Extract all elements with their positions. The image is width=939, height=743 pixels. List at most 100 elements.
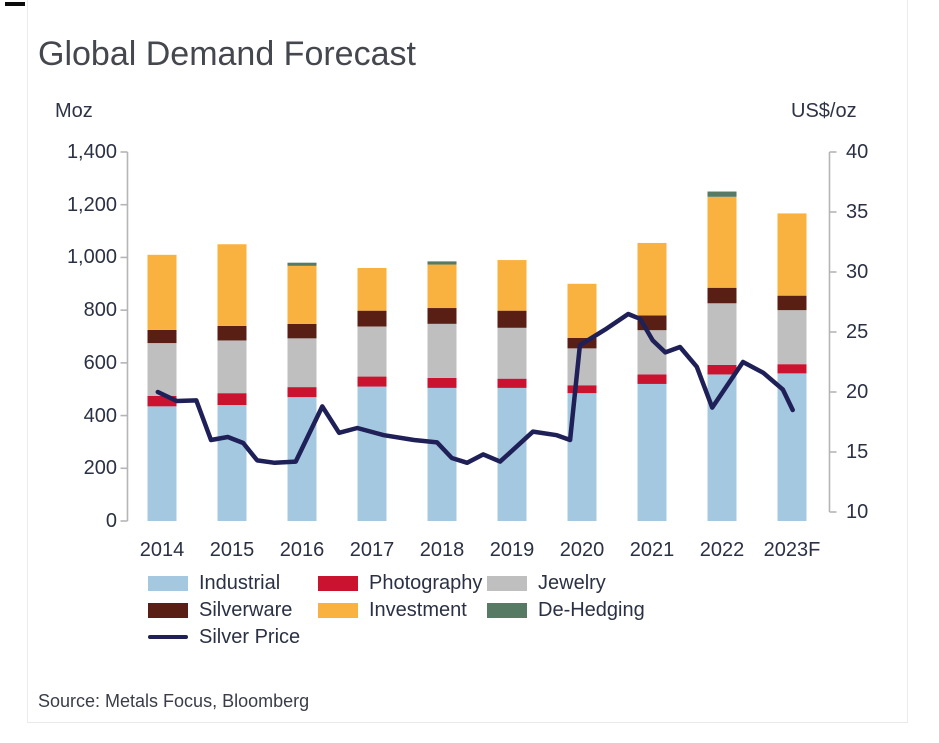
legend-label: Silverware (199, 599, 293, 621)
legend-swatch (487, 575, 527, 591)
bar-segment-investment (427, 264, 457, 309)
left-axis-tick-label: 800 (83, 299, 117, 322)
x-axis-label: 2020 (559, 539, 605, 561)
right-axis-tick-label: 30 (846, 261, 869, 283)
legend-item-de-hedging: De-Hedging (487, 599, 645, 621)
right-axis-tick-label: 20 (846, 381, 869, 403)
right-axis-tick-label: 15 (846, 441, 869, 463)
bar-segment-jewelry (357, 326, 387, 377)
legend-swatch (148, 634, 188, 640)
left-axis-tick-label: 200 (83, 457, 117, 480)
x-axis-label: 2022 (699, 539, 745, 561)
legend-swatch (318, 575, 358, 591)
bar-segment-dehedging (287, 262, 317, 266)
bar-segment-silverware (217, 325, 247, 341)
bar-segment-dehedging (427, 261, 457, 265)
legend-swatch (487, 602, 527, 618)
bar-segment-jewelry (287, 338, 317, 388)
right-axis-tick-label: 40 (846, 141, 869, 163)
legend-swatch (148, 602, 188, 618)
bar-segment-investment (357, 267, 387, 311)
legend-label: Investment (369, 599, 467, 621)
bar-segment-silverware (497, 310, 527, 328)
bar-segment-investment (147, 254, 177, 330)
legend-item-silver-price: Silver Price (148, 626, 300, 648)
bar-segment-investment (567, 283, 597, 338)
bar-segment-industrial (777, 373, 807, 521)
bar-segment-industrial (427, 387, 457, 521)
corner-mark (5, 2, 25, 6)
x-axis-label: 2016 (279, 539, 325, 561)
bar-segment-photography (217, 393, 247, 406)
legend-item-photography: Photography (318, 572, 482, 594)
bar-segment-dehedging (707, 191, 737, 197)
chart-title: Global Demand Forecast (38, 35, 416, 73)
bar-segment-silverware (287, 323, 317, 339)
left-axis-tick-label: 400 (83, 404, 117, 427)
bar-segment-investment (497, 260, 527, 311)
bar-segment-photography (147, 395, 177, 407)
right-axis-unit-label: US$/oz (791, 100, 857, 122)
bar-segment-silverware (357, 310, 387, 327)
bar-segment-industrial (637, 383, 667, 521)
legend-label: Jewelry (538, 572, 606, 594)
bar-segment-investment (637, 242, 667, 316)
left-axis-tick-label: 1,400 (66, 141, 117, 163)
x-axis-label: 2019 (489, 539, 535, 561)
bar-segment-industrial (357, 386, 387, 521)
bar-segment-photography (777, 364, 807, 374)
legend-swatch (148, 575, 188, 591)
bar-segment-industrial (497, 387, 527, 521)
bar-segment-industrial (217, 405, 247, 521)
legend-item-investment: Investment (318, 599, 467, 621)
legend-label: Photography (369, 572, 483, 594)
silver-price-line (155, 311, 795, 466)
bar-segment-investment (707, 196, 737, 288)
legend-label: Industrial (199, 572, 281, 594)
bar-segment-photography (357, 376, 387, 387)
bar-segment-industrial (287, 397, 317, 521)
right-axis-tick-label: 25 (846, 321, 869, 343)
bar-segment-investment (287, 265, 317, 324)
bar-segment-jewelry (777, 310, 807, 365)
left-axis-tick-label: 0 (105, 510, 117, 532)
bar-segment-photography (637, 374, 667, 384)
x-axis-label: 2017 (349, 539, 395, 561)
bar-segment-jewelry (497, 327, 527, 379)
bar-segment-jewelry (567, 348, 597, 386)
legend-item-jewelry: Jewelry (487, 572, 606, 594)
bar-segment-jewelry (427, 323, 457, 378)
bar-segment-investment (777, 213, 807, 296)
right-axis-tick-label: 10 (846, 501, 869, 523)
bar-segment-silverware (427, 308, 457, 324)
x-axis-label: 2018 (419, 539, 465, 561)
bar-segment-photography (497, 378, 527, 388)
left-axis-tick-label: 600 (83, 351, 117, 374)
bar-segment-photography (707, 364, 737, 375)
bar-segment-jewelry (707, 303, 737, 365)
left-axis-unit-label: Moz (55, 100, 93, 122)
legend-swatch (318, 602, 358, 618)
x-axis-label: 2015 (209, 539, 255, 561)
bar-segment-investment (217, 244, 247, 326)
x-axis-label: 2021 (629, 539, 675, 561)
legend-label: Silver Price (199, 626, 301, 648)
source-text: Source: Metals Focus, Bloomberg (38, 691, 310, 711)
legend-item-silverware: Silverware (148, 599, 292, 621)
bar-segment-industrial (147, 406, 177, 521)
left-axis-tick-label: 1,000 (66, 246, 117, 269)
legend-label: De-Hedging (538, 599, 645, 621)
right-axis-tick-label: 35 (846, 201, 869, 223)
bar-segment-silverware (777, 295, 807, 311)
bar-segment-silverware (147, 329, 177, 344)
bar-segment-jewelry (217, 340, 247, 394)
bar-segment-industrial (707, 374, 737, 521)
bar-segment-photography (567, 385, 597, 394)
bar-segment-silverware (707, 287, 737, 304)
left-axis-tick-label: 1,200 (66, 193, 117, 216)
bar-segment-photography (287, 387, 317, 398)
x-axis-label: 2023F (763, 539, 821, 561)
bar-segment-photography (427, 377, 457, 388)
